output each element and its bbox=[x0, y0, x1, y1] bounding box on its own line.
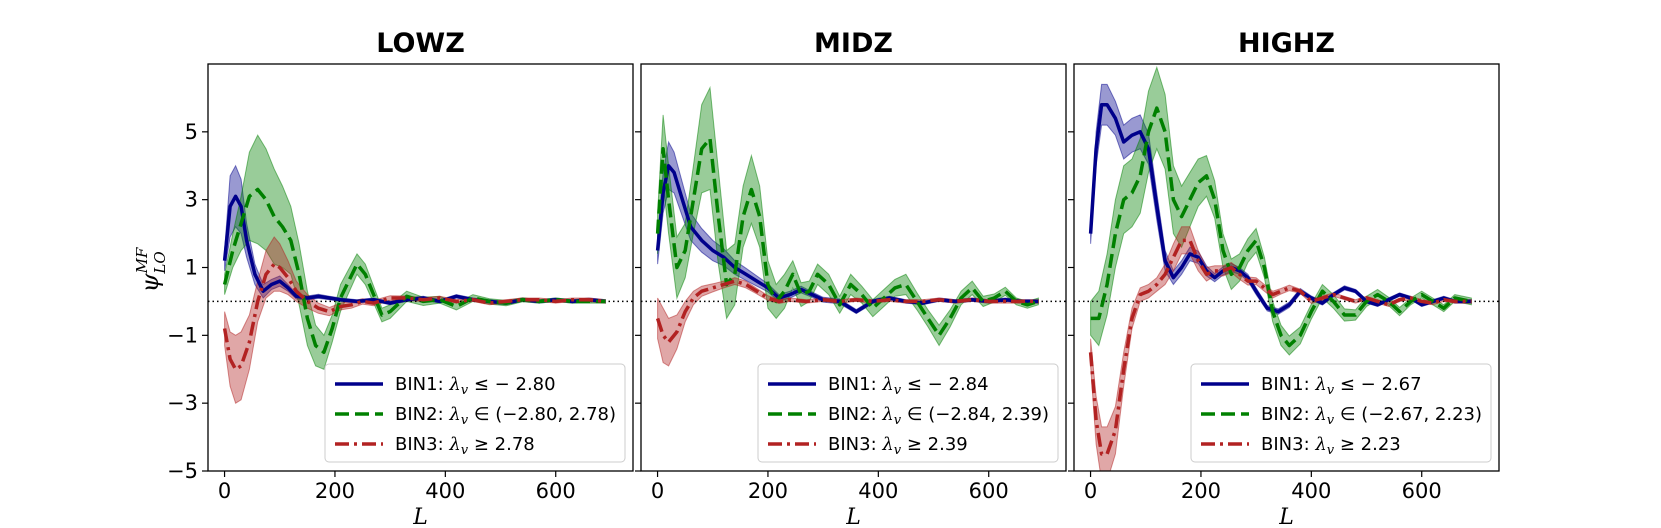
y-axis-label-sub: LO bbox=[151, 251, 169, 274]
legend-condition: ≥ 2.39 bbox=[901, 434, 968, 455]
legend-subscript: v bbox=[894, 443, 902, 458]
panel-title: HIGHZ bbox=[1238, 28, 1335, 59]
legend-prefix: BIN2: bbox=[1261, 404, 1315, 425]
x-tick-label: 200 bbox=[315, 479, 355, 503]
legend-frame bbox=[757, 363, 1059, 463]
legend-symbol: λ bbox=[881, 374, 893, 395]
y-tick-label: −5 bbox=[167, 459, 198, 483]
plot-area bbox=[1074, 65, 1499, 471]
plot-area bbox=[641, 85, 1066, 367]
x-tick-label: 600 bbox=[1402, 479, 1442, 503]
legend-condition: ≥ 2.23 bbox=[1334, 434, 1401, 455]
line-bin3 bbox=[222, 262, 606, 372]
y-tick-label: −1 bbox=[167, 323, 198, 347]
legend-frame bbox=[1190, 363, 1492, 463]
band-bin2 bbox=[657, 85, 1039, 347]
line-bin3 bbox=[1088, 238, 1472, 456]
x-tick-label: 200 bbox=[748, 479, 788, 503]
line-bin2 bbox=[1090, 106, 1472, 348]
legend-entry-bin3: BIN3: λv ≥ 2.23 bbox=[1261, 434, 1401, 458]
legend-entry-bin1: BIN1: λv ≤ − 2.67 bbox=[1261, 374, 1422, 398]
legend-symbol: λ bbox=[1314, 404, 1326, 425]
legend-frame bbox=[324, 363, 626, 463]
line-bin2 bbox=[222, 187, 606, 355]
x-tick-label: 400 bbox=[858, 479, 898, 503]
legend-entry-bin2: BIN2: λv ∈ (−2.67, 2.23) bbox=[1261, 404, 1482, 428]
legend-entry-bin2: BIN2: λv ∈ (−2.80, 2.78) bbox=[395, 404, 616, 428]
plot-area bbox=[208, 134, 633, 404]
x-axis-label: L bbox=[845, 505, 861, 528]
legend-symbol: λ bbox=[448, 374, 460, 395]
x-tick-label: 200 bbox=[1181, 479, 1221, 503]
legend-prefix: BIN1: bbox=[1261, 374, 1315, 395]
line-bin3 bbox=[655, 279, 1039, 344]
legend-symbol: λ bbox=[1314, 374, 1326, 395]
legend-prefix: BIN3: bbox=[1261, 434, 1315, 455]
legend-symbol: λ bbox=[881, 404, 893, 425]
y-axis-label-sup: MF bbox=[133, 247, 151, 274]
legend-condition: ≤ − 2.80 bbox=[468, 374, 555, 395]
legend-symbol: λ bbox=[448, 404, 460, 425]
legend-prefix: BIN3: bbox=[828, 434, 882, 455]
legend-symbol: λ bbox=[448, 434, 460, 455]
legend-prefix: BIN2: bbox=[395, 404, 449, 425]
x-tick-label: 0 bbox=[218, 479, 231, 503]
legend-subscript: v bbox=[1327, 413, 1335, 428]
legend-entry-bin3: BIN3: λv ≥ 2.39 bbox=[828, 434, 968, 458]
legend-condition: ≤ − 2.67 bbox=[1334, 374, 1421, 395]
legend-condition: ∈ (−2.84, 2.39) bbox=[901, 404, 1049, 425]
legend-subscript: v bbox=[461, 413, 469, 428]
legend-entry-bin1: BIN1: λv ≤ − 2.80 bbox=[395, 374, 556, 398]
x-axis-label: L bbox=[1278, 505, 1294, 528]
x-tick-label: 600 bbox=[969, 479, 1009, 503]
x-tick-label: 0 bbox=[651, 479, 664, 503]
panel-title: MIDZ bbox=[814, 28, 893, 59]
legend-condition: ≤ − 2.84 bbox=[901, 374, 988, 395]
panel-title: LOWZ bbox=[376, 28, 465, 59]
legend-symbol: λ bbox=[1314, 434, 1326, 455]
legend-subscript: v bbox=[1327, 443, 1335, 458]
legend-prefix: BIN2: bbox=[828, 404, 882, 425]
legend-entry-bin3: BIN3: λv ≥ 2.78 bbox=[395, 434, 535, 458]
x-axis-label: L bbox=[412, 505, 428, 528]
x-tick-label: 400 bbox=[425, 479, 465, 503]
x-tick-label: 600 bbox=[536, 479, 576, 503]
line-bin2 bbox=[655, 136, 1039, 338]
legend-subscript: v bbox=[894, 383, 902, 398]
legend-subscript: v bbox=[461, 443, 469, 458]
legend-subscript: v bbox=[461, 383, 469, 398]
x-tick-label: 400 bbox=[1291, 479, 1331, 503]
y-axis-label: ψLOMF bbox=[133, 247, 169, 292]
legend-subscript: v bbox=[1327, 383, 1335, 398]
line-bin1 bbox=[1088, 102, 1472, 314]
legend-condition: ≥ 2.78 bbox=[468, 434, 535, 455]
y-tick-label: 3 bbox=[185, 188, 198, 212]
svg-text:ψLOMF: ψLOMF bbox=[133, 247, 169, 292]
legend-subscript: v bbox=[894, 413, 902, 428]
legend-prefix: BIN1: bbox=[395, 374, 449, 395]
y-tick-label: 1 bbox=[185, 256, 198, 280]
legend-prefix: BIN3: bbox=[395, 434, 449, 455]
band-bin2 bbox=[1090, 65, 1472, 356]
legend-prefix: BIN1: bbox=[828, 374, 882, 395]
y-axis-label-symbol: ψ bbox=[136, 272, 164, 292]
y-tick-label: −3 bbox=[167, 391, 198, 415]
legend-condition: ∈ (−2.80, 2.78) bbox=[468, 404, 616, 425]
y-tick-label: 5 bbox=[185, 120, 198, 144]
x-tick-label: 0 bbox=[1084, 479, 1097, 503]
legend-symbol: λ bbox=[881, 434, 893, 455]
legend-entry-bin1: BIN1: λv ≤ − 2.84 bbox=[828, 374, 989, 398]
legend-entry-bin2: BIN2: λv ∈ (−2.84, 2.39) bbox=[828, 404, 1049, 428]
legend-condition: ∈ (−2.67, 2.23) bbox=[1334, 404, 1482, 425]
